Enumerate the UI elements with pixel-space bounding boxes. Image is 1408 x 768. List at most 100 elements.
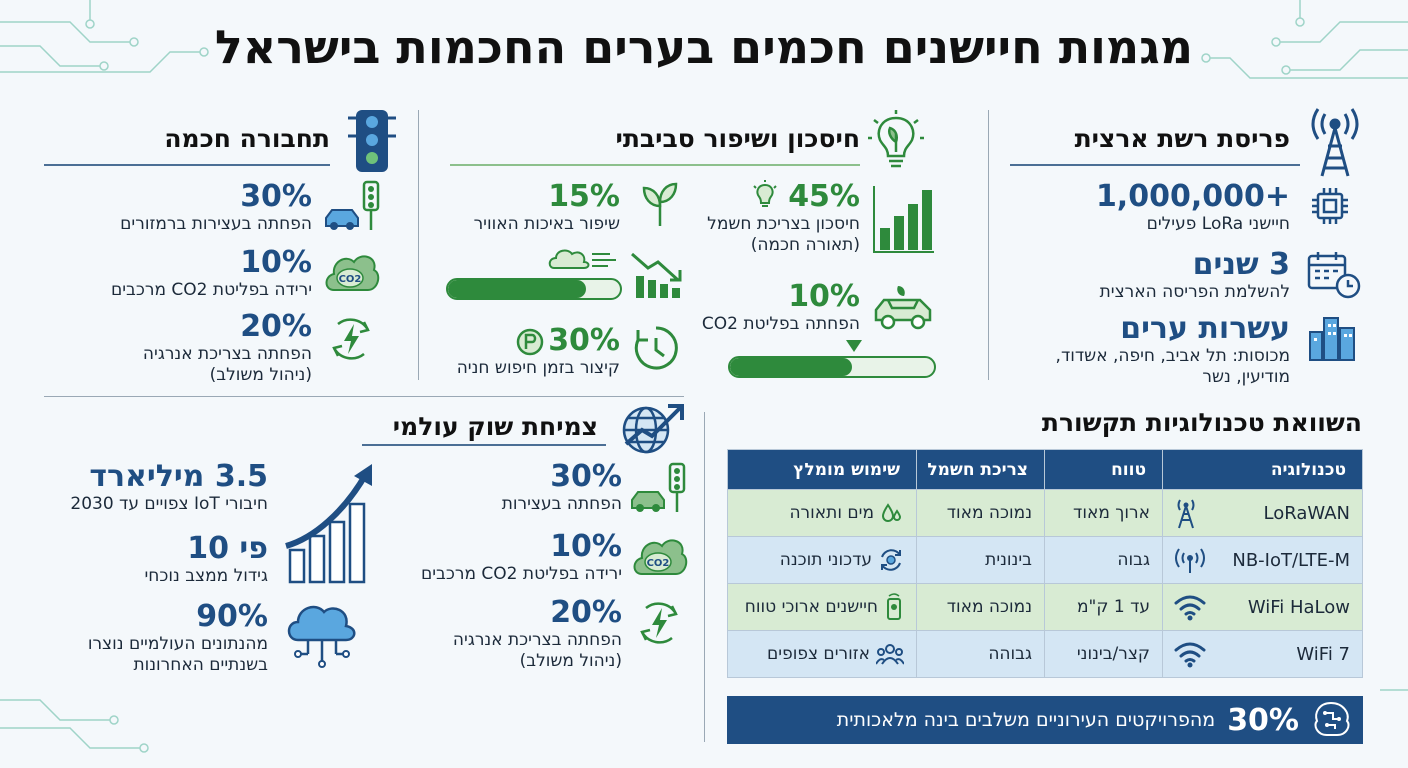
comparison-heading: השוואת טכנולוגיות תקשורת — [1041, 408, 1362, 437]
savings-rule — [450, 164, 860, 166]
savings-parking-label: קיצור בזמן חיפוש חניה — [456, 358, 620, 378]
savings-air: 15% שיפור באיכות האוויר — [474, 180, 620, 235]
table-cell-tech: NB-IoT/LTE-M — [1162, 536, 1363, 584]
col-header-range: טווח — [1044, 449, 1163, 490]
sync-gear-icon — [881, 549, 901, 571]
national-heading: פריסת רשת ארצית — [1074, 124, 1290, 153]
divider-right — [988, 110, 989, 380]
transport-heading: תחבורה חכמה — [164, 124, 330, 153]
market-stops-label: הפחתה בעצירות — [501, 494, 622, 514]
transport-stops: 30% הפחתה בעצירות ברמזורים — [120, 180, 312, 235]
tech-name: WiFi 7 — [1296, 643, 1350, 665]
co2-cloud-icon: CO2 — [325, 255, 380, 291]
savings-co2-progress-fill — [730, 358, 853, 376]
table-cell-use: מים ותאורה — [727, 489, 917, 537]
energy-bolt-icon — [640, 602, 678, 644]
leaf-bulb-icon — [868, 110, 924, 168]
savings-energy-value: 45% — [788, 179, 860, 214]
col-header-power: צריכת חשמל — [916, 449, 1045, 490]
marker-triangle-icon — [846, 340, 862, 352]
timer-icon — [634, 326, 678, 370]
market-stops-value: 30% — [550, 459, 622, 494]
market-data: 90% מהנתונים העולמיים נוצרו בשנתיים האחר… — [88, 600, 268, 676]
wifi-icon — [1174, 642, 1206, 668]
market-energy-value: 20% — [550, 595, 622, 630]
use-text: מים ותאורה — [789, 503, 874, 523]
market-data-label-2: בשנתיים האחרונות — [133, 655, 268, 675]
national-cities-label-1: מכוסות: תל אביב, חיפה, אשדוד, — [1055, 346, 1290, 366]
market-co2-value: 10% — [550, 529, 622, 564]
tech-name: NB-IoT/LTE-M — [1232, 549, 1350, 571]
savings-parking: 30% קיצור בזמן חיפוש חניה — [457, 324, 620, 379]
table-cell-range: ארוך מאוד — [1044, 489, 1163, 537]
page-title: מגמות חיישנים חכמים בערים החכמות בישראל — [214, 20, 1194, 74]
tech-name: LoRaWAN — [1263, 502, 1350, 524]
table-cell-power: בינונית — [916, 536, 1045, 584]
savings-air-label: שיפור באיכות האוויר — [473, 214, 620, 234]
market-data-value: 90% — [196, 599, 268, 634]
sprout-icon — [642, 182, 678, 226]
chip-icon — [1312, 188, 1348, 224]
col-header-use: שימוש מומלץ — [727, 449, 917, 490]
energy-bolt-icon — [332, 318, 370, 360]
table-cell-range: קצר/בינוני — [1044, 630, 1163, 678]
transport-co2-value: 10% — [240, 245, 312, 280]
market-heading: צמיחת שוק עולמי — [392, 412, 598, 441]
national-years-label: להשלמת הפריסה הארצית — [1099, 282, 1290, 302]
table-header-row: טכנולוגיה טווח צריכת חשמל שימוש מומלץ — [727, 449, 1363, 490]
table-cell-tech: LoRaWAN — [1162, 489, 1363, 537]
table-cell-range: גבוה — [1044, 536, 1163, 584]
cell-tower-icon — [1311, 108, 1359, 177]
broadcast-icon — [1175, 548, 1205, 573]
co2-cloud-icon: CO2 — [633, 539, 688, 575]
col-header-tech: טכנולוגיה — [1162, 449, 1363, 490]
savings-heading: חיסכון ושיפור סביבתי — [615, 124, 860, 153]
globe-growth-icon — [622, 404, 684, 454]
market-iot-label: חיבורי IoT צפויים עד 2030 — [70, 494, 268, 514]
transport-co2-label: ירידה בפליטת CO2 מרכבים — [110, 280, 312, 300]
sensor-icon — [887, 593, 901, 620]
tech-cell: LoRaWAN — [1163, 496, 1350, 530]
market-stops: 30% הפחתה בעצירות — [502, 460, 622, 515]
divider-bottom — [704, 412, 705, 742]
savings-co2-label: הפחתה בפליטת CO2 — [701, 314, 860, 334]
transport-stops-value: 30% — [240, 179, 312, 214]
transport-energy: 20% הפחתה בצריכת אנרגיה (ניהול משולב) — [143, 310, 312, 386]
ai-banner: 30% מהפרויקטים העירוניים משלבים בינה מלא… — [727, 696, 1363, 744]
use-text: אזורים צפופים — [767, 644, 870, 664]
use-text: חיישנים ארוכי טווח — [744, 597, 878, 617]
market-iot: 3.5 מיליארד חיבורי IoT צפויים עד 2030 — [70, 460, 268, 515]
market-co2: 10% ירידה בפליטת CO2 מרכבים — [421, 530, 622, 585]
national-stat-cities: עשרות ערים מכוסות: תל אביב, חיפה, אשדוד,… — [1056, 312, 1290, 388]
table-cell-use: עדכוני תוכנה — [727, 536, 917, 584]
water-drops-icon — [881, 503, 902, 522]
wind-cloud-icon — [548, 249, 616, 269]
table-cell-use: חיישנים ארוכי טווח — [727, 583, 917, 631]
crowd-icon — [876, 644, 904, 665]
calendar-clock-icon — [1307, 252, 1361, 299]
divider-horizontal-left — [44, 396, 684, 397]
city-buildings-icon — [1309, 317, 1355, 361]
savings-co2-progress — [728, 356, 936, 378]
svg-text:CO2: CO2 — [339, 274, 362, 285]
transport-rule — [44, 164, 330, 166]
tech-cell: NB-IoT/LTE-M — [1163, 545, 1350, 575]
small-bulb-icon — [753, 180, 777, 207]
cloud-network-icon — [287, 605, 356, 668]
market-data-label-1: מהנתונים העולמיים נוצרו — [87, 634, 268, 654]
table-cell-tech: WiFi HaLow — [1162, 583, 1363, 631]
transport-energy-label-2: (ניהול משולב) — [209, 365, 312, 385]
table-cell-power: נמוכה מאוד — [916, 583, 1045, 631]
transport-co2: 10% ירידה בפליטת CO2 מרכבים — [111, 246, 312, 301]
savings-energy-label-1: חיסכון בצריכת חשמל — [707, 214, 860, 234]
table-row: WiFi HaLow עד 1 ק"מ נמוכה מאוד חיישנים א… — [727, 583, 1363, 631]
market-rule — [362, 444, 606, 446]
national-sensors-label: חיישני LoRa פעילים — [1146, 214, 1290, 234]
use-text: עדכוני תוכנה — [779, 550, 872, 570]
national-rule — [1010, 164, 1300, 166]
market-growth-label: גידול ממצב נוכחי — [144, 566, 268, 586]
national-sensors-value: 1,000,000+ — [1095, 179, 1290, 214]
growth-chart-icon — [285, 464, 372, 584]
parking-icon — [516, 328, 544, 356]
use-cell: חיישנים ארוכי טווח — [728, 593, 904, 621]
